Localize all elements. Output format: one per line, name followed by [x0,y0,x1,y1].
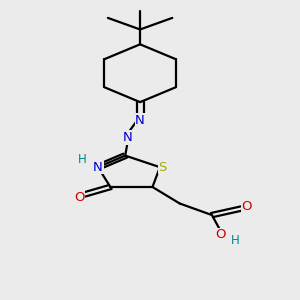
Text: H: H [231,234,240,247]
Text: N: N [123,131,133,144]
Text: O: O [216,228,226,242]
Text: H: H [78,153,86,167]
Text: O: O [241,200,252,213]
Text: N: N [135,114,145,127]
Text: O: O [74,191,84,204]
Text: N: N [93,161,103,174]
Text: S: S [158,161,166,174]
